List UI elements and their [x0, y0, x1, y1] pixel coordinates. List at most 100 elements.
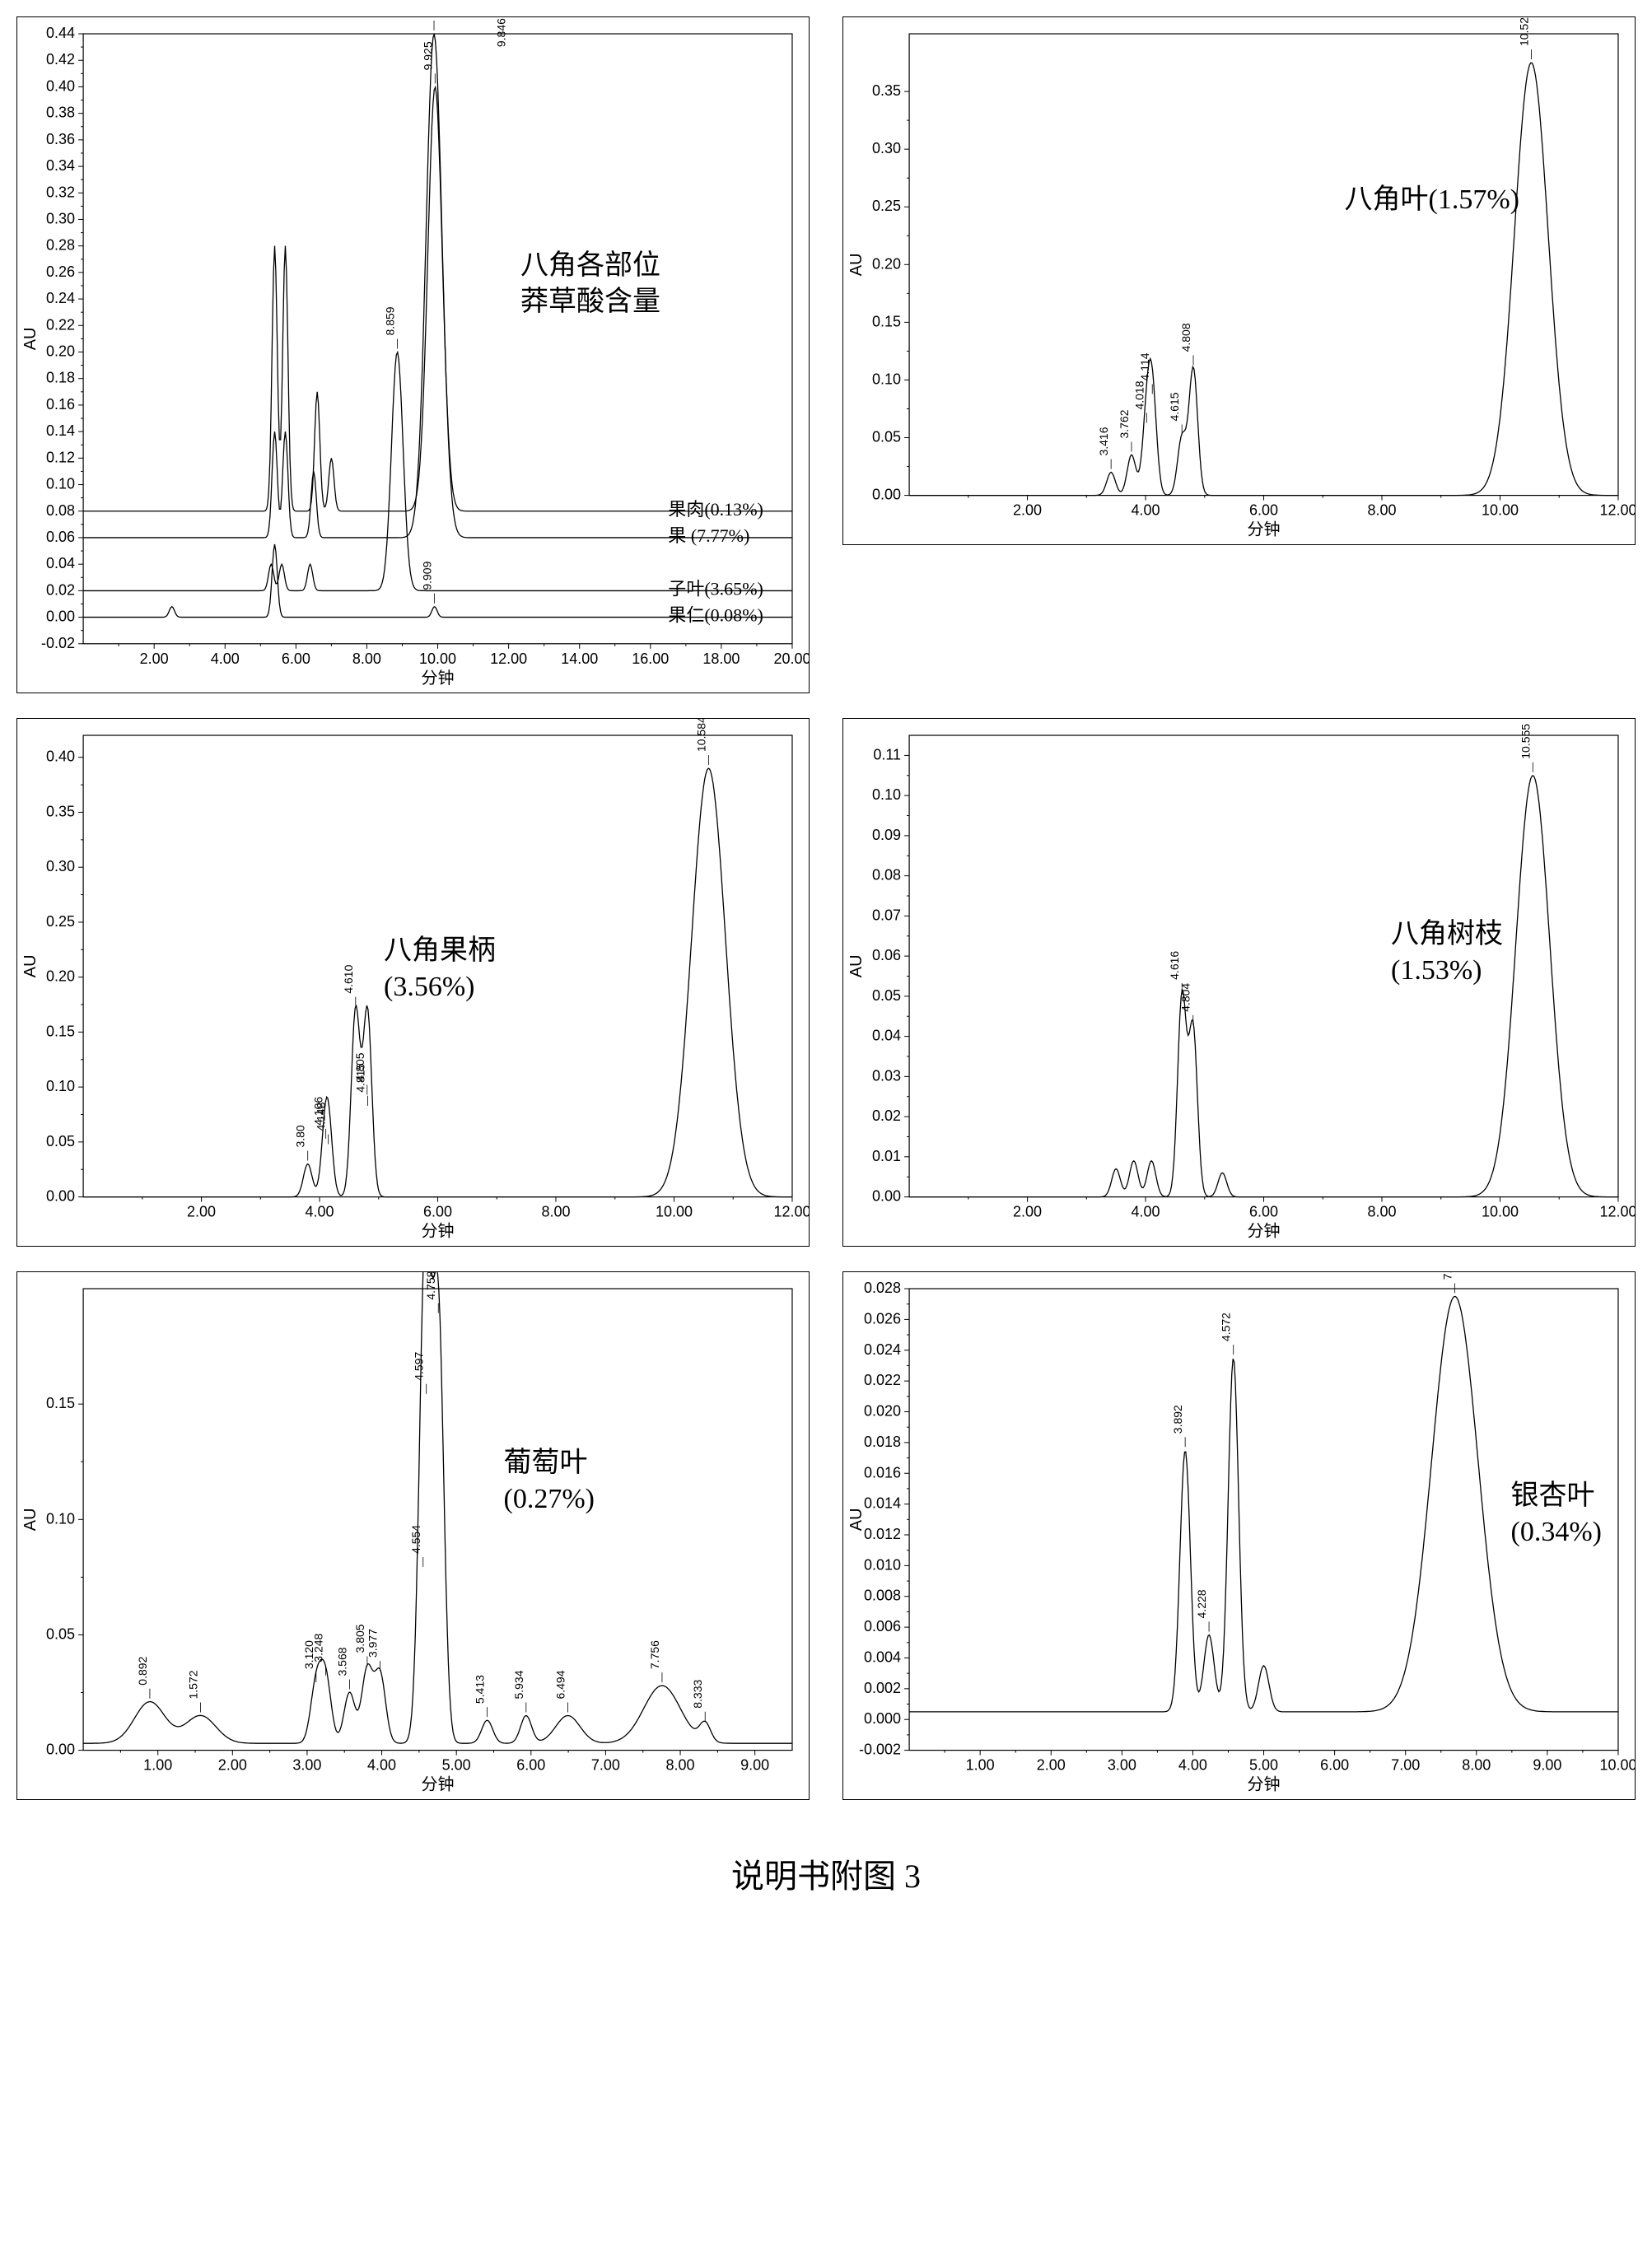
svg-text:果 (7.77%): 果 (7.77%) [668, 525, 749, 546]
svg-text:3.00: 3.00 [292, 1757, 321, 1774]
svg-text:9.846: 9.846 [495, 18, 508, 47]
svg-text:3.568: 3.568 [335, 1647, 348, 1676]
chromatogram-chart: 0.000.010.020.030.040.050.060.070.080.09… [843, 719, 1635, 1247]
svg-text:0.006: 0.006 [864, 1618, 901, 1634]
svg-text:0.38: 0.38 [46, 105, 75, 121]
svg-text:0.25: 0.25 [872, 198, 901, 214]
svg-text:果仁(0.08%): 果仁(0.08%) [668, 605, 763, 626]
svg-text:6.00: 6.00 [423, 1204, 452, 1220]
svg-text:0.08: 0.08 [46, 502, 75, 519]
svg-text:子叶(3.65%): 子叶(3.65%) [668, 578, 763, 599]
svg-text:5.413: 5.413 [474, 1675, 487, 1704]
svg-text:7.756: 7.756 [648, 1640, 661, 1669]
svg-text:0.06: 0.06 [46, 529, 75, 545]
svg-text:0.05: 0.05 [872, 987, 901, 1004]
svg-text:0.02: 0.02 [872, 1108, 901, 1124]
chromatogram-chart: 0.000.050.100.150.200.250.300.352.004.00… [843, 17, 1635, 545]
svg-text:0.020: 0.020 [864, 1403, 901, 1420]
svg-text:4.808: 4.808 [1179, 323, 1192, 352]
svg-text:1.572: 1.572 [187, 1670, 200, 1699]
svg-text:0.35: 0.35 [46, 803, 75, 819]
svg-text:AU: AU [847, 253, 866, 276]
svg-text:12.00: 12.00 [490, 651, 527, 667]
svg-text:1.00: 1.00 [966, 1757, 995, 1774]
svg-text:0.004: 0.004 [864, 1648, 901, 1665]
svg-text:8.00: 8.00 [666, 1757, 695, 1774]
svg-text:0.10: 0.10 [46, 1078, 75, 1094]
svg-text:0.10: 0.10 [46, 476, 75, 492]
svg-text:0.00: 0.00 [872, 1188, 901, 1205]
svg-text:2.00: 2.00 [1037, 1757, 1066, 1774]
svg-text:0.00: 0.00 [46, 609, 75, 625]
svg-text:4.616: 4.616 [1168, 951, 1181, 980]
svg-text:12.00: 12.00 [773, 1204, 809, 1220]
svg-text:0.20: 0.20 [872, 255, 901, 272]
svg-text:0.14: 0.14 [46, 422, 75, 439]
svg-text:0.016: 0.016 [864, 1464, 901, 1481]
svg-text:0.026: 0.026 [864, 1310, 901, 1327]
svg-text:4.815: 4.815 [354, 1064, 367, 1093]
svg-text:AU: AU [21, 327, 40, 350]
svg-text:0.16: 0.16 [46, 396, 75, 413]
svg-text:0.02: 0.02 [46, 581, 75, 598]
svg-text:0.002: 0.002 [864, 1680, 901, 1696]
svg-text:0.10: 0.10 [872, 786, 901, 803]
svg-text:10.555: 10.555 [1519, 724, 1532, 759]
svg-text:0.20: 0.20 [46, 343, 75, 360]
svg-text:0.01: 0.01 [872, 1148, 901, 1164]
svg-text:8.00: 8.00 [352, 651, 381, 667]
svg-text:6.00: 6.00 [1249, 1204, 1278, 1220]
svg-text:0.010: 0.010 [864, 1556, 901, 1573]
svg-text:分钟: 分钟 [422, 1222, 455, 1241]
svg-text:分钟: 分钟 [1248, 520, 1281, 539]
svg-text:0.15: 0.15 [872, 313, 901, 329]
svg-text:0.00: 0.00 [46, 1188, 75, 1205]
svg-text:0.05: 0.05 [46, 1133, 75, 1149]
svg-text:8.00: 8.00 [1462, 1757, 1491, 1774]
svg-text:10.00: 10.00 [1599, 1757, 1635, 1774]
svg-text:0.35: 0.35 [872, 82, 901, 99]
svg-text:分钟: 分钟 [422, 669, 455, 688]
svg-text:0.11: 0.11 [873, 746, 901, 762]
svg-text:4.00: 4.00 [1132, 1204, 1160, 1220]
svg-text:0.30: 0.30 [46, 210, 75, 226]
chart-cell: 0.000.050.100.151.002.003.004.005.006.00… [16, 1271, 810, 1800]
svg-text:4.00: 4.00 [306, 1204, 334, 1220]
chromatogram-chart: 0.000.050.100.151.002.003.004.005.006.00… [17, 1272, 809, 1800]
svg-text:0.04: 0.04 [872, 1028, 901, 1044]
svg-text:0.26: 0.26 [46, 263, 75, 280]
svg-text:3.416: 3.416 [1097, 427, 1110, 455]
svg-text:7.00: 7.00 [591, 1757, 620, 1774]
svg-text:4.610: 4.610 [342, 964, 355, 993]
svg-text:0.06: 0.06 [872, 947, 901, 963]
svg-text:10.00: 10.00 [419, 651, 456, 667]
svg-text:20.00: 20.00 [773, 651, 809, 667]
svg-text:3.762: 3.762 [1118, 409, 1131, 438]
svg-text:0.008: 0.008 [864, 1588, 901, 1604]
svg-text:10.529: 10.529 [1517, 17, 1530, 46]
svg-text:0.00: 0.00 [46, 1742, 75, 1758]
svg-text:2.00: 2.00 [218, 1757, 247, 1774]
svg-text:9.00: 9.00 [740, 1757, 769, 1774]
svg-text:4.018: 4.018 [1132, 380, 1146, 409]
svg-text:0.892: 0.892 [136, 1656, 149, 1685]
svg-text:3.00: 3.00 [1108, 1757, 1136, 1774]
svg-text:-0.02: -0.02 [41, 635, 75, 651]
svg-text:16.00: 16.00 [632, 651, 669, 667]
chart-cell: 0.000.010.020.030.040.050.060.070.080.09… [842, 718, 1636, 1247]
svg-text:0.15: 0.15 [46, 1023, 75, 1039]
svg-text:0.08: 0.08 [872, 867, 901, 884]
svg-text:12.00: 12.00 [1599, 1204, 1635, 1220]
svg-text:6.00: 6.00 [1249, 502, 1278, 519]
svg-text:0.25: 0.25 [46, 913, 75, 930]
svg-text:0.40: 0.40 [46, 77, 75, 94]
page: -0.020.000.020.040.060.080.100.120.140.1… [16, 16, 1636, 1897]
svg-text:9.909: 9.909 [421, 561, 434, 590]
svg-text:分钟: 分钟 [1248, 1222, 1281, 1241]
svg-text:分钟: 分钟 [422, 1775, 455, 1794]
svg-text:5.934: 5.934 [512, 1670, 525, 1699]
svg-text:0.18: 0.18 [46, 370, 75, 386]
svg-text:1.00: 1.00 [143, 1757, 172, 1774]
svg-text:2.00: 2.00 [1013, 502, 1042, 519]
svg-text:4.228: 4.228 [1195, 1589, 1208, 1618]
